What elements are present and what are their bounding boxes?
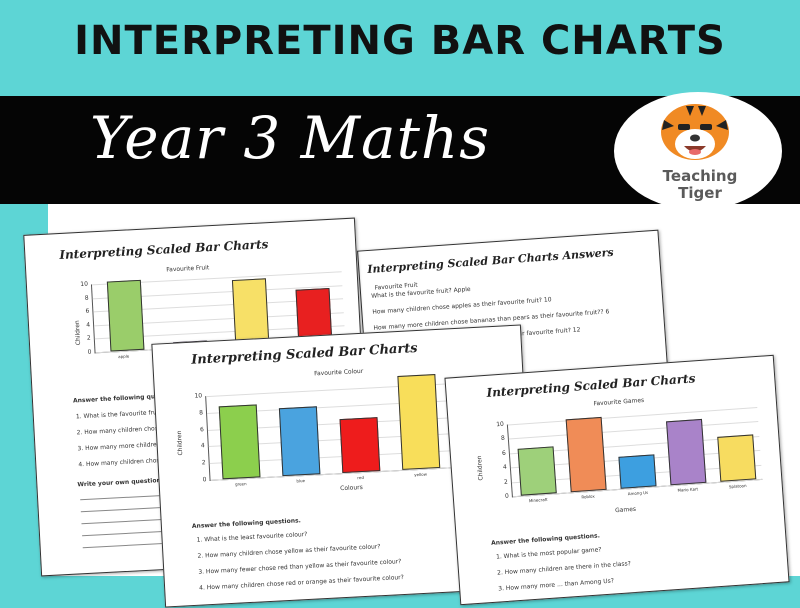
- y-tick-label: 6: [199, 425, 205, 434]
- chart-title: Favourite Colour: [313, 367, 364, 378]
- y-tick-label: 0: [87, 348, 92, 356]
- question: 1. What is the least favourite colour?: [196, 530, 308, 544]
- category-label: Roblox: [581, 493, 595, 500]
- chart-bar: [517, 446, 557, 496]
- y-axis-label: Children: [475, 455, 485, 481]
- y-tick-label: 6: [501, 449, 507, 457]
- answer-line: How many children chose apples as their …: [372, 296, 552, 316]
- y-tick-label: 2: [201, 459, 206, 467]
- banner-text: Year 3 Maths: [90, 104, 491, 172]
- chart-title: Favourite Games: [593, 396, 645, 408]
- y-tick-label: 4: [86, 321, 91, 329]
- worksheet-title: Interpreting Scaled Bar Charts: [486, 371, 696, 400]
- category-label: Mario Kart: [677, 486, 699, 493]
- logo-text: Teaching Tiger: [662, 167, 738, 202]
- chart-bar: [666, 419, 707, 486]
- chart-bar: [218, 404, 261, 480]
- chart-title: Favourite Fruit: [166, 264, 210, 274]
- question: 3. How many more ... than Among Us?: [498, 577, 615, 593]
- y-tick-label: 8: [500, 435, 506, 443]
- chart-bar: [295, 287, 332, 342]
- x-axis-label: Colours: [339, 484, 363, 493]
- questions-heading: Answer the following questions.: [191, 517, 302, 530]
- y-tick-label: 2: [86, 334, 91, 343]
- y-tick-label: 10: [80, 280, 89, 289]
- page-title: INTERPRETING BAR CHARTS: [74, 18, 726, 64]
- x-axis-label: Games: [614, 505, 637, 515]
- worksheet-title: Interpreting Scaled Bar Charts: [190, 340, 418, 368]
- worksheet-title: Interpreting Scaled Bar Charts Answers: [366, 245, 615, 277]
- y-tick-label: 0: [202, 476, 207, 484]
- chart-bar: [565, 417, 607, 493]
- category-label: apple: [118, 353, 130, 360]
- question: 1. What is the favourite fruit?: [75, 408, 165, 421]
- y-tick-label: 4: [502, 463, 508, 472]
- chart-bar: [232, 278, 270, 345]
- question: 4. How many children chose red or orange…: [199, 573, 405, 592]
- chart-bar: [717, 434, 757, 482]
- games-worksheet: Interpreting Scaled Bar Charts Favourite…: [444, 354, 790, 606]
- question: 1. What is the most popular game?: [495, 546, 602, 561]
- y-tick-label: 6: [85, 307, 90, 315]
- tiger-icon: [661, 104, 729, 160]
- y-tick-label: 8: [84, 294, 89, 302]
- category-label: Among Us: [627, 489, 649, 497]
- category-label: Minecraft: [528, 496, 548, 504]
- category-label: Splatoon: [728, 482, 747, 490]
- chart-bar: [278, 406, 321, 477]
- y-tick-label: 10: [194, 392, 203, 400]
- question: 3. How many fewer chose red than yellow …: [198, 558, 402, 576]
- y-tick-label: 4: [200, 442, 205, 450]
- worksheet-title: Interpreting Scaled Bar Charts: [59, 237, 269, 263]
- chart-bar: [618, 454, 657, 489]
- category-label: yellow: [414, 471, 428, 478]
- y-axis-label: Children: [175, 430, 185, 456]
- category-label: red: [357, 474, 365, 481]
- chart-bar: [397, 373, 441, 470]
- y-tick-label: 0: [504, 492, 510, 500]
- y-tick-label: 10: [495, 420, 505, 429]
- gridline: [507, 407, 758, 426]
- y-tick-label: 8: [199, 409, 204, 417]
- category-label: blue: [296, 478, 306, 484]
- chart-plot: 0 2 4 6 8 10 Minecraft Roblox Among Us Mario Kart…: [496, 407, 763, 503]
- question: 2. How many children are there in the cl…: [496, 560, 632, 577]
- y-tick-label: 2: [503, 478, 509, 486]
- chart-bar: [339, 417, 381, 474]
- category-label: green: [234, 481, 247, 487]
- questions-heading: Answer the following questions.: [490, 532, 601, 547]
- question: 2. How many children chose yellow as the…: [197, 543, 381, 560]
- chart-bar: [107, 279, 145, 352]
